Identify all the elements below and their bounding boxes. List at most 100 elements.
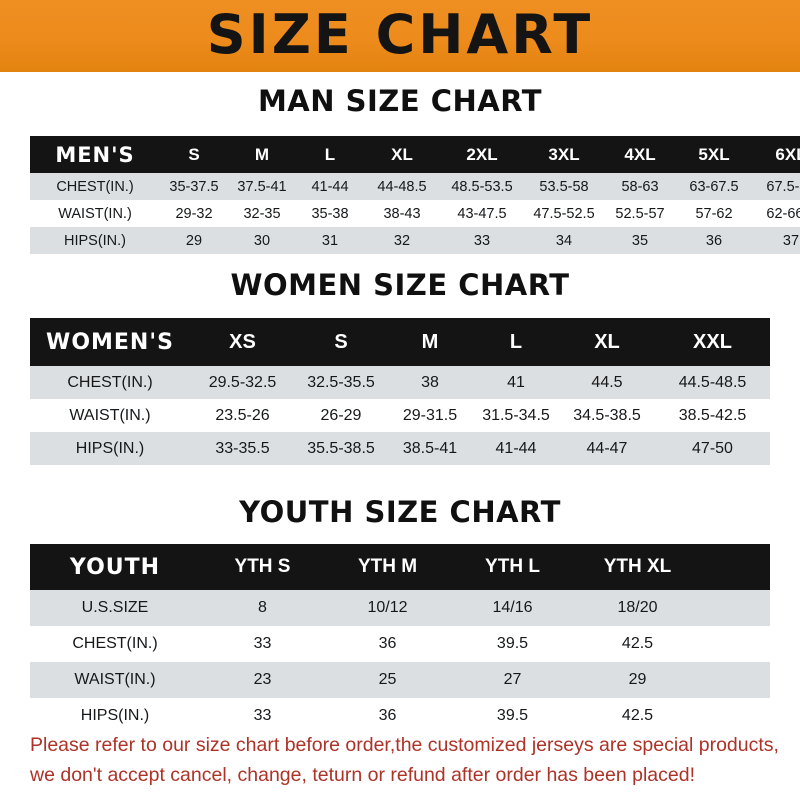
youth-row-label: CHEST(IN.) <box>72 635 158 652</box>
youth-column-header: YTH L <box>485 556 540 577</box>
youth-cell-value: 18/20 <box>617 599 658 616</box>
youth-cell-spacer <box>700 590 770 626</box>
women-column-header: XL <box>594 330 620 353</box>
table-row: WAIST(IN.) 23 25 27 29 <box>30 662 770 698</box>
men-cell-value: 53.5-58 <box>539 178 589 195</box>
women-column-header: XXL <box>693 330 732 353</box>
order-policy-line-1: Please refer to our size chart before or… <box>30 734 779 756</box>
men-cell-value: 37.5-41 <box>237 178 287 195</box>
women-table-header-row: WOMEN'S XS S M L XL XXL <box>30 318 770 366</box>
man-section-title: MAN SIZE CHART <box>257 84 543 118</box>
youth-column-header: YTH M <box>357 556 418 577</box>
table-row: HIPS(IN.) 33 36 39.5 42.5 <box>30 698 770 734</box>
youth-section-title: YOUTH SIZE CHART <box>239 495 561 529</box>
men-cell-value: 52.5-57 <box>615 205 665 222</box>
women-size-table: WOMEN'S XS S M L XL XXL CHEST(IN.) 29.5-32.5 32.5… <box>30 318 770 465</box>
table-row: CHEST(IN.) 35-37.5 37.5-41 41-44 44-48.5 48.5… <box>30 173 800 200</box>
men-cell-value: 35 <box>631 232 649 249</box>
women-cell-value: 41-44 <box>495 439 537 457</box>
banner: SIZE CHART <box>0 0 800 72</box>
women-section-title: WOMEN SIZE CHART <box>230 268 570 302</box>
youth-cell-value: 36 <box>378 707 397 724</box>
women-cell-value: 38.5-42.5 <box>678 406 747 424</box>
youth-cell-value: 8 <box>258 599 267 616</box>
youth-size-table: YOUTH YTH S YTH M YTH L YTH XL U.S.SIZE 8 10/12… <box>30 544 770 734</box>
women-cell-value: 44.5 <box>591 373 623 391</box>
men-cell-value: 47.5-52.5 <box>533 205 595 222</box>
women-header-label: WOMEN'S <box>46 329 174 355</box>
youth-cell-value: 10/12 <box>367 599 408 616</box>
youth-cell-value: 29 <box>628 671 647 688</box>
order-policy-note: Please refer to our size chart before or… <box>30 730 779 790</box>
men-cell-value: 32-35 <box>243 205 281 222</box>
men-column-header: 5XL <box>698 144 730 164</box>
women-cell-value: 38.5-41 <box>402 439 458 457</box>
men-cell-value: 29 <box>185 232 203 249</box>
men-cell-value: 44-48.5 <box>377 178 427 195</box>
men-table-header-row: MEN'S S M L XL 2XL 3XL 4XL 5XL 6XL <box>30 136 800 173</box>
men-cell-value: 35-37.5 <box>169 178 219 195</box>
men-column-header: 4XL <box>624 144 656 164</box>
men-column-header: 6XL <box>775 144 800 164</box>
men-row-label: WAIST(IN.) <box>58 205 132 222</box>
women-cell-value: 35.5-38.5 <box>307 439 375 457</box>
men-cell-value: 38-43 <box>383 205 421 222</box>
table-row: CHEST(IN.) 29.5-32.5 32.5-35.5 38 41 44.5 44.5… <box>30 366 770 399</box>
youth-header-spacer <box>700 544 770 590</box>
table-row: WAIST(IN.) 29-32 32-35 35-38 38-43 43-47.5 47.… <box>30 200 800 227</box>
table-row: HIPS(IN.) 33-35.5 35.5-38.5 38.5-41 41-44 44-… <box>30 432 770 465</box>
men-column-header: XL <box>391 144 413 164</box>
youth-cell-value: 23 <box>253 671 272 688</box>
table-row: WAIST(IN.) 23.5-26 26-29 29-31.5 31.5-34.5 34… <box>30 399 770 432</box>
women-cell-value: 29-31.5 <box>402 406 458 424</box>
women-cell-value: 26-29 <box>320 406 362 424</box>
men-cell-value: 41-44 <box>311 178 349 195</box>
women-table-body: WOMEN'S XS S M L XL XXL CHEST(IN.) 29.5-32.5 32.5… <box>30 318 770 465</box>
men-cell-value: 58-63 <box>621 178 659 195</box>
women-row-label: HIPS(IN.) <box>75 439 145 457</box>
youth-row-label: HIPS(IN.) <box>80 707 150 724</box>
women-column-header: M <box>421 330 439 353</box>
women-cell-value: 44-47 <box>586 439 628 457</box>
youth-column-header: YTH XL <box>603 556 672 577</box>
men-cell-value: 33 <box>473 232 491 249</box>
table-row: CHEST(IN.) 33 36 39.5 42.5 <box>30 626 770 662</box>
youth-table-header-row: YOUTH YTH S YTH M YTH L YTH XL <box>30 544 770 590</box>
women-row-label: CHEST(IN.) <box>67 373 153 391</box>
youth-cell-value: 42.5 <box>621 707 654 724</box>
youth-header-label: YOUTH <box>69 554 161 580</box>
men-cell-value: 57-62 <box>695 205 733 222</box>
youth-row-label: WAIST(IN.) <box>74 671 156 688</box>
women-cell-value: 41 <box>507 373 525 391</box>
women-column-header: XS <box>229 330 256 353</box>
men-header-label: MEN'S <box>55 142 135 167</box>
men-row-label: HIPS(IN.) <box>63 232 127 249</box>
youth-cell-value: 36 <box>378 635 397 652</box>
men-column-header: S <box>188 144 200 164</box>
men-cell-value: 32 <box>393 232 411 249</box>
youth-cell-value: 33 <box>253 635 272 652</box>
women-cell-value: 29.5-32.5 <box>208 373 277 391</box>
youth-cell-spacer <box>700 626 770 662</box>
men-cell-value: 43-47.5 <box>457 205 507 222</box>
women-row-label: WAIST(IN.) <box>69 406 151 424</box>
men-table-body: MEN'S S M L XL 2XL 3XL 4XL 5XL 6XL CHEST(IN.) 35-37… <box>30 136 800 254</box>
men-column-header: 3XL <box>548 144 580 164</box>
youth-cell-value: 14/16 <box>492 599 533 616</box>
youth-column-header: YTH S <box>234 556 291 577</box>
men-cell-value: 67.5-72 <box>766 178 800 195</box>
youth-cell-value: 42.5 <box>621 635 654 652</box>
page-title: SIZE CHART <box>206 3 594 66</box>
women-cell-value: 31.5-34.5 <box>482 406 550 424</box>
men-cell-value: 30 <box>253 232 271 249</box>
women-cell-value: 34.5-38.5 <box>573 406 641 424</box>
men-cell-value: 36 <box>705 232 723 249</box>
men-cell-value: 63-67.5 <box>689 178 739 195</box>
men-column-header: M <box>254 144 270 164</box>
men-row-label: CHEST(IN.) <box>56 178 134 195</box>
women-cell-value: 23.5-26 <box>215 406 270 424</box>
youth-table-body: YOUTH YTH S YTH M YTH L YTH XL U.S.SIZE 8 10/12… <box>30 544 770 734</box>
women-cell-value: 32.5-35.5 <box>307 373 375 391</box>
table-row: HIPS(IN.) 29 30 31 32 33 34 35 36 37 <box>30 227 800 254</box>
